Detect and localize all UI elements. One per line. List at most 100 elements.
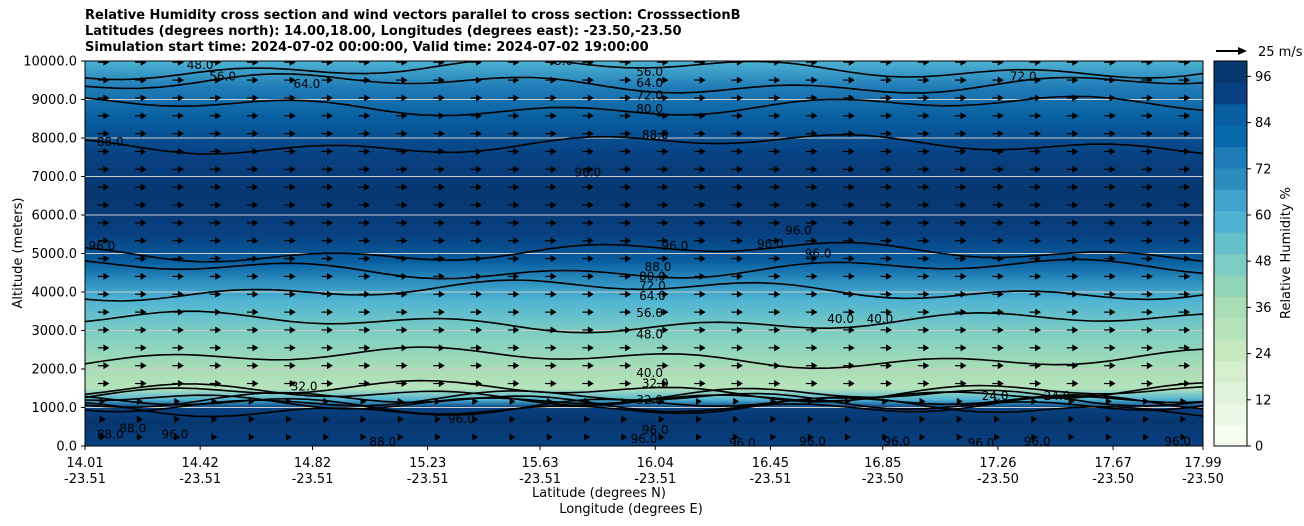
wind-vector: [1029, 308, 1042, 316]
wind-vector: [1178, 362, 1191, 370]
wind-vector-head: [99, 415, 106, 423]
wind-vector-head: [1035, 255, 1042, 263]
wind-vector-head: [140, 219, 147, 227]
wind-vector-head: [103, 308, 110, 316]
wind-vector-head: [1184, 290, 1191, 298]
wind-vector: [507, 61, 520, 66]
wind-vector-head: [736, 165, 743, 173]
wind-vector: [582, 255, 594, 263]
wind-vector: [656, 237, 669, 245]
wind-vector-head: [513, 61, 520, 66]
wind-vector: [321, 219, 333, 227]
wind-vector-head: [662, 147, 669, 155]
wind-vector-head: [882, 397, 889, 405]
wind-vector-head: [774, 380, 781, 388]
wind-vector: [1141, 362, 1153, 370]
wind-vector-head: [1072, 255, 1079, 263]
wind-vector-head: [252, 255, 259, 263]
contour-label: 40.0: [636, 366, 663, 380]
wind-vector-head: [476, 201, 483, 209]
wind-vector: [917, 308, 930, 316]
wind-vector: [880, 344, 892, 352]
wind-vector-head: [401, 380, 408, 388]
wind-vector-head: [625, 201, 632, 209]
wind-vector: [246, 362, 259, 370]
wind-vector-head: [364, 219, 371, 227]
wind-vector: [1029, 76, 1042, 84]
wind-vector: [507, 219, 520, 227]
wind-vector-head: [513, 255, 520, 263]
wind-vector: [470, 147, 483, 155]
wind-vector-head: [736, 183, 743, 191]
wind-vector: [992, 201, 1004, 209]
wind-vector-head: [885, 201, 892, 209]
wind-vector: [619, 272, 632, 280]
wind-vector-head: [1146, 237, 1153, 245]
wind-vector: [323, 415, 330, 423]
wind-vector-head: [289, 362, 296, 370]
wind-vector: [246, 219, 259, 227]
y-tick-label: 6000.0: [32, 209, 78, 224]
wind-vector-head: [140, 308, 147, 316]
wind-vector: [1066, 290, 1079, 298]
wind-vector: [880, 130, 892, 138]
wind-vector: [246, 130, 259, 138]
contour-label: 64.0: [636, 76, 663, 90]
wind-vector-head: [923, 94, 930, 102]
wind-vector: [582, 183, 594, 191]
wind-vector: [1104, 147, 1116, 155]
wind-vector-head: [1072, 308, 1079, 316]
wind-vector-head: [289, 94, 296, 102]
wind-vector: [694, 61, 706, 66]
wind-vector-head: [174, 397, 181, 405]
colorbar-swatch: [1214, 274, 1247, 297]
x-axis-label-latitude: Latitude (degrees N): [532, 486, 666, 501]
wind-vector: [507, 165, 520, 173]
wind-vector: [358, 94, 371, 102]
wind-vector-head: [177, 76, 184, 84]
contour-label: 56.0: [636, 65, 663, 79]
wind-vector-head: [997, 255, 1004, 263]
wind-vector: [397, 397, 404, 405]
wind-vector-head: [401, 272, 408, 280]
wind-vector: [209, 290, 222, 298]
wind-vector-head: [1035, 130, 1042, 138]
wind-vector: [955, 326, 967, 334]
wind-vector: [694, 76, 706, 84]
wind-vector: [172, 201, 184, 209]
wind-vector-head: [587, 344, 594, 352]
wind-vector-head: [811, 94, 818, 102]
wind-vector-head: [140, 290, 147, 298]
wind-vector: [246, 183, 259, 191]
wind-vector-head: [885, 255, 892, 263]
wind-vector: [733, 397, 740, 405]
wind-vector: [172, 344, 184, 352]
contour-label: 80.0: [636, 102, 663, 116]
wind-vector-head: [811, 165, 818, 173]
wind-vector: [807, 415, 814, 423]
wind-vector: [172, 112, 184, 120]
wind-vector: [1178, 290, 1191, 298]
wind-vector-head: [140, 147, 147, 155]
wind-vector-head: [960, 272, 967, 280]
wind-vector: [433, 94, 445, 102]
wind-vector: [882, 433, 889, 441]
wind-vector: [731, 219, 743, 227]
wind-vector: [97, 165, 110, 173]
wind-vector: [917, 76, 930, 84]
wind-vector: [917, 344, 930, 352]
wind-vector: [955, 112, 967, 120]
wind-vector: [360, 433, 367, 441]
wind-vector-head: [177, 255, 184, 263]
wind-vector-head: [509, 415, 516, 423]
wind-vector: [844, 415, 851, 423]
wind-vector: [1066, 130, 1079, 138]
wind-vector: [284, 272, 296, 280]
contour-label: 96.0: [785, 223, 812, 237]
wind-vector-head: [326, 362, 333, 370]
wind-vector-head: [997, 380, 1004, 388]
wind-vector-head: [1035, 380, 1042, 388]
x-tick-label-latitude: 16.45: [752, 456, 789, 471]
wind-vector: [507, 147, 520, 155]
wind-vector: [509, 397, 516, 405]
